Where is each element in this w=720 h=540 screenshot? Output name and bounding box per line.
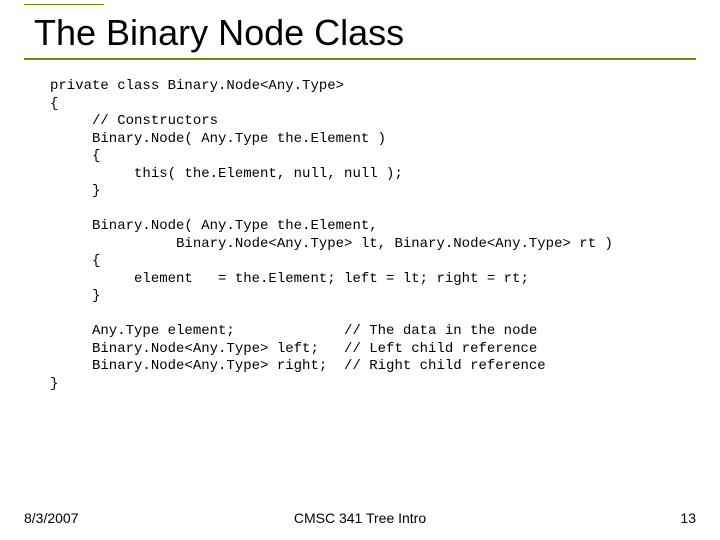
accent-line-top [24, 4, 104, 5]
slide: The Binary Node Class private class Bina… [0, 0, 720, 540]
footer-course: CMSC 341 Tree Intro [24, 510, 696, 526]
code-block: private class Binary.Node<Any.Type> { //… [50, 78, 710, 393]
title-region: The Binary Node Class [24, 12, 696, 60]
slide-title: The Binary Node Class [24, 12, 696, 54]
footer: 8/3/2007 CMSC 341 Tree Intro 13 [24, 510, 696, 526]
footer-date: 8/3/2007 [24, 510, 79, 526]
footer-page: 13 [680, 510, 696, 526]
title-underline [24, 58, 696, 60]
